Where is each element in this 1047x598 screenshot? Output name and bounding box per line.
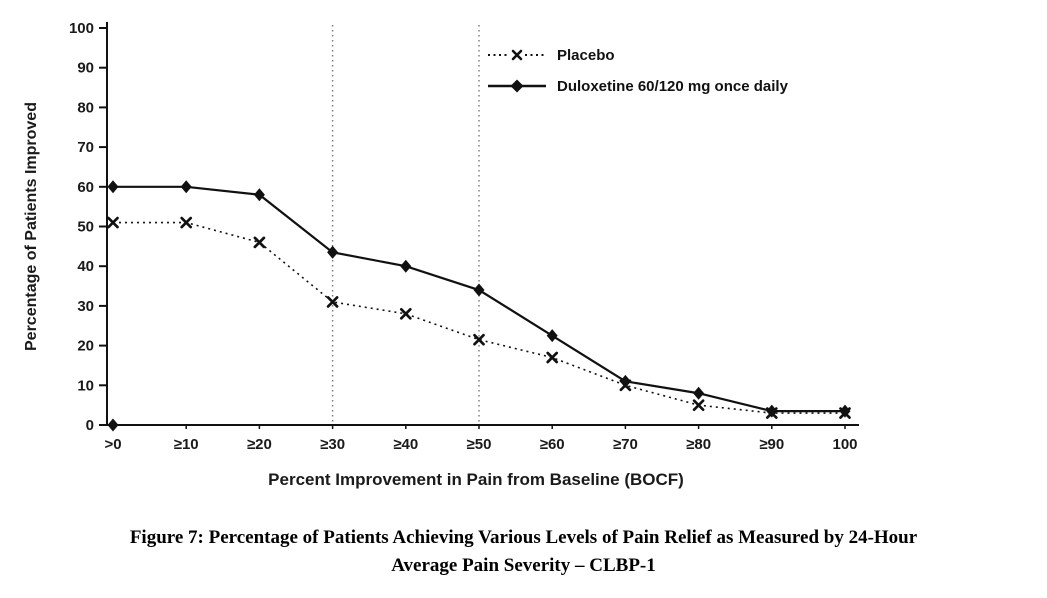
chart-area: 0 10 20 30 40 50 60 70 80 90 100 >0 ≥10 ≥20 ≥30 ≥40 ≥50 ≥… bbox=[23, 20, 859, 489]
svg-text:≥30: ≥30 bbox=[320, 436, 345, 453]
svg-text:0: 0 bbox=[86, 417, 94, 434]
svg-text:Percentage of Patients Improve: Percentage of Patients Improved bbox=[23, 102, 40, 351]
svg-text:≥10: ≥10 bbox=[174, 436, 199, 453]
svg-text:≥80: ≥80 bbox=[686, 436, 711, 453]
svg-text:≥20: ≥20 bbox=[247, 436, 272, 453]
legend-label-placebo: Placebo bbox=[557, 46, 615, 64]
placebo-dotted-x-line-icon bbox=[488, 49, 546, 61]
svg-text:70: 70 bbox=[77, 139, 94, 156]
caption-line-2: Average Pain Severity – CLBP-1 bbox=[391, 554, 656, 576]
svg-text:≥40: ≥40 bbox=[393, 436, 418, 453]
svg-text:40: 40 bbox=[77, 258, 94, 275]
svg-text:10: 10 bbox=[77, 377, 94, 394]
svg-text:90: 90 bbox=[77, 60, 94, 77]
figure-caption: Figure 7: Percentage of Patients Achievi… bbox=[0, 524, 1047, 579]
svg-text:100: 100 bbox=[832, 436, 857, 453]
svg-text:≥50: ≥50 bbox=[467, 436, 492, 453]
svg-text:100: 100 bbox=[69, 20, 94, 37]
legend-label-duloxetine: Duloxetine 60/120 mg once daily bbox=[557, 77, 788, 95]
svg-text:≥90: ≥90 bbox=[759, 436, 784, 453]
svg-text:50: 50 bbox=[77, 219, 94, 236]
svg-text:>0: >0 bbox=[104, 436, 121, 453]
legend-item-placebo: Placebo bbox=[485, 46, 788, 64]
caption-line-1: Figure 7: Percentage of Patients Achievi… bbox=[129, 527, 918, 548]
svg-text:60: 60 bbox=[77, 179, 94, 196]
svg-text:≥60: ≥60 bbox=[540, 436, 565, 453]
svg-text:Percent Improvement in Pain fr: Percent Improvement in Pain from Baselin… bbox=[268, 470, 684, 489]
pain-relief-line-chart: 0 10 20 30 40 50 60 70 80 90 100 >0 ≥10 ≥20 ≥30 ≥40 ≥50 ≥… bbox=[23, 20, 859, 489]
svg-text:≥70: ≥70 bbox=[613, 436, 638, 453]
svg-text:20: 20 bbox=[77, 338, 94, 355]
chart-legend: Placebo Duloxetine 60/120 mg once daily bbox=[485, 46, 788, 108]
svg-text:80: 80 bbox=[77, 99, 94, 116]
duloxetine-solid-diamond-line-icon bbox=[488, 79, 546, 93]
svg-text:30: 30 bbox=[77, 298, 94, 315]
legend-item-duloxetine: Duloxetine 60/120 mg once daily bbox=[485, 77, 788, 95]
